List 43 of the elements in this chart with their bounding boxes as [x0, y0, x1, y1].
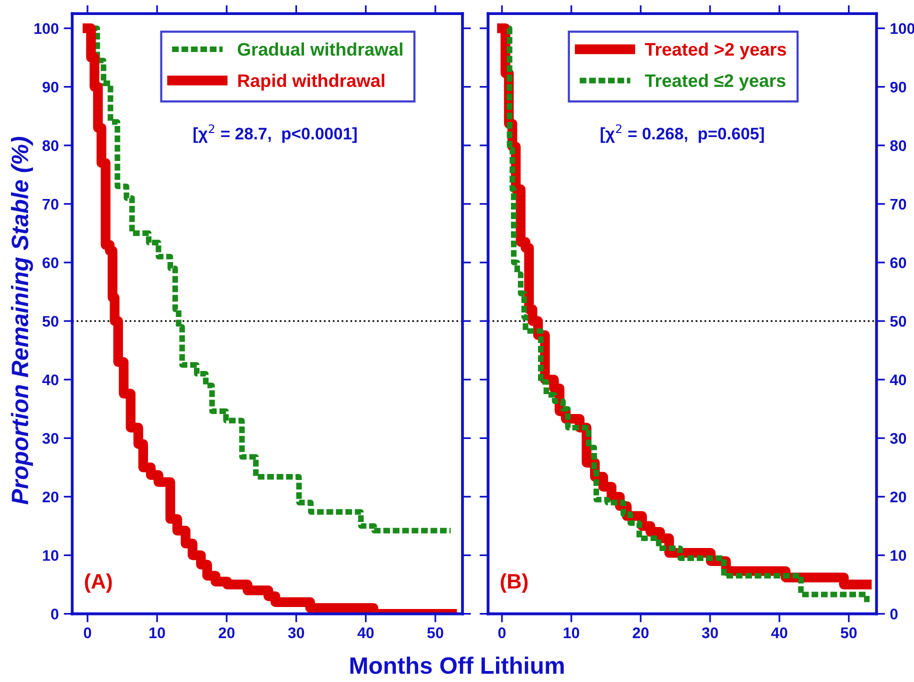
x-tick-label: 30 — [288, 627, 304, 638]
y2-tick-label: 30 — [890, 433, 906, 444]
y2-tick-label: 20 — [890, 492, 906, 502]
x-tick-label: 10 — [564, 627, 580, 638]
y2-tick-label: 50 — [890, 316, 906, 327]
annotation: (A) — [84, 573, 112, 593]
x-tick-label: 0 — [498, 627, 506, 638]
y2-tick-label: 60 — [890, 257, 906, 268]
x-tick-label: 40 — [358, 627, 374, 638]
annotation: (B) — [500, 573, 528, 593]
x-tick-label: 20 — [632, 627, 649, 638]
y2-tick-label: 70 — [890, 198, 906, 210]
y2-tick-label: 10 — [890, 550, 906, 561]
x-tick-label: 20 — [218, 627, 235, 638]
legend-label: Treated >2 years — [644, 42, 786, 60]
y2-tick-label: 80 — [890, 140, 906, 152]
annotation: [χ$^{2}$ = 28.7, p<0.0001] — [194, 124, 357, 143]
annotation: [χ$^{2}$ = 0.268, p=0.605] — [600, 124, 764, 143]
y-tick-label: 90 — [42, 82, 58, 93]
y2-tick-label: 40 — [890, 374, 906, 386]
y-axis-title: Proportion Remaining Stable (%) — [10, 136, 33, 504]
y2-tick-label: 0 — [890, 608, 898, 620]
y-tick-label: 20 — [42, 492, 58, 502]
y-tick-label: 10 — [42, 550, 58, 561]
y2-tick-label: 90 — [890, 82, 906, 93]
x-tick-label: 0 — [84, 627, 92, 638]
y-tick-label: 80 — [42, 140, 58, 152]
x-tick-label: 50 — [840, 627, 857, 638]
x-axis-title: Months Off Lithium — [350, 656, 564, 674]
y-tick-label: 50 — [42, 316, 58, 327]
x-tick-label: 40 — [771, 627, 788, 638]
legend-label: Gradual withdrawal — [238, 42, 402, 56]
y-tick-label: 60 — [42, 257, 58, 268]
y-tick-label: 100 — [34, 23, 58, 34]
y-tick-label: 30 — [42, 433, 58, 444]
y-tick-label: 40 — [42, 374, 58, 386]
legend-label: Rapid withdrawal — [238, 74, 384, 91]
legend-label: Treated ≤2 years — [644, 74, 786, 91]
x-tick-label: 30 — [702, 627, 718, 638]
y-tick-label: 0 — [51, 608, 58, 620]
x-tick-label: 10 — [150, 627, 165, 638]
x-tick-label: 50 — [427, 627, 444, 638]
y-tick-label: 70 — [42, 198, 58, 210]
